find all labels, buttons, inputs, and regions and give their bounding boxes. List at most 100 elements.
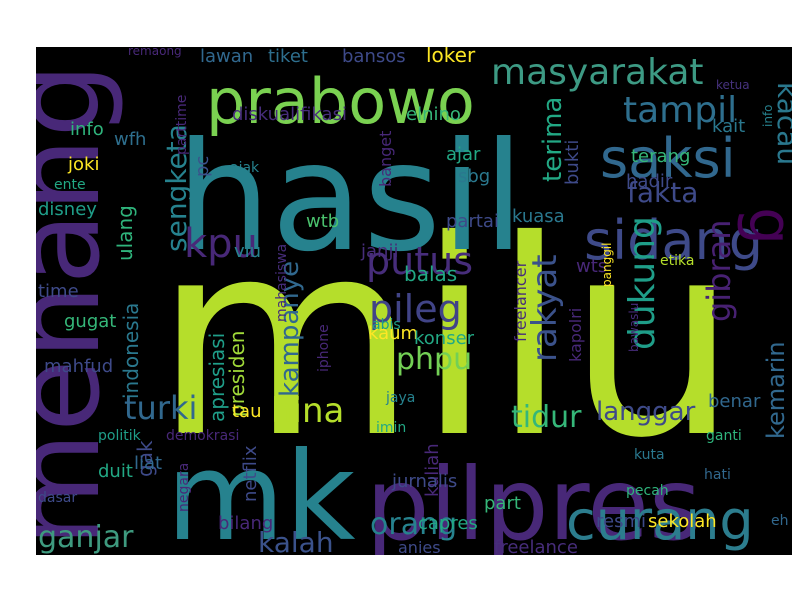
- word-sbg: sbg: [458, 166, 490, 187]
- word-masyarakat: masyarakat: [491, 52, 704, 93]
- word-kemarin: kemarin: [762, 341, 790, 439]
- word-indonesia: indonesia: [119, 303, 143, 399]
- word-bukti: bukti: [562, 140, 583, 185]
- word-kaum: kaum: [368, 323, 418, 344]
- word-kampanye: kampanye: [275, 261, 305, 397]
- word-konser: konser: [414, 328, 475, 349]
- word-kuliah: kuliah: [422, 443, 443, 497]
- word-banget: banget: [376, 131, 395, 187]
- word-ente: ente: [54, 177, 86, 193]
- word-prabowo: prabowo: [206, 65, 475, 138]
- word-partai: partai: [446, 211, 499, 232]
- word-balas: balas: [404, 262, 457, 286]
- word-curang: curang: [566, 489, 754, 552]
- word-benar: benar: [708, 391, 761, 412]
- word-remaong: remaong: [128, 47, 182, 58]
- word-pilpres: pilpres: [366, 446, 701, 555]
- word-kalah: kalah: [258, 526, 334, 555]
- word-milu: milu: [154, 182, 738, 497]
- word-jurnalis: jurnalis: [391, 471, 457, 492]
- word-resmi: resmi: [596, 511, 646, 532]
- word-hadir: hadir: [626, 171, 673, 192]
- word-tampil: tampil: [623, 90, 737, 131]
- word-dasar: dasar: [38, 490, 77, 506]
- word-dukung: dukung: [622, 216, 663, 350]
- word-bilang: bilang: [218, 513, 273, 534]
- word-etika: etika: [660, 253, 694, 269]
- word-jaya: jaya: [385, 390, 415, 406]
- word-gibran: gibran: [700, 219, 738, 322]
- word-liat: liat: [134, 453, 162, 474]
- word-kapolri: kapolri: [566, 308, 585, 362]
- word-kpu: kpu: [184, 221, 258, 267]
- word-negara: negara: [176, 463, 192, 512]
- word-bawaslu: bawaslu: [627, 303, 641, 352]
- word-loker: loker: [426, 47, 476, 67]
- word-ganjar: ganjar: [38, 520, 134, 555]
- word-anies: anies: [398, 538, 441, 555]
- word-cloud: milu hasil menang mk pilpres prabowo saksi sida…: [36, 47, 792, 555]
- word-saksi: saksi: [600, 127, 736, 190]
- word-ulang: ulang: [113, 205, 137, 261]
- word-elnino: elnino: [406, 104, 461, 125]
- word-hina: hina: [271, 391, 344, 431]
- word-putus: putus: [366, 239, 473, 283]
- word-wfh: wfh: [114, 129, 146, 150]
- word-wts: wts: [576, 256, 607, 277]
- word-tau: tau: [232, 401, 262, 422]
- word-janji: janji: [360, 241, 398, 262]
- word-joki: joki: [67, 154, 99, 175]
- word-tiket: tiket: [268, 47, 308, 67]
- word-mahasiswa: mahasiswa: [274, 244, 290, 322]
- word-sekolah: sekolah: [648, 511, 717, 532]
- word-duit: duit: [98, 461, 133, 482]
- word-demokrasi: demokrasi: [166, 428, 239, 444]
- word-info: info: [761, 104, 775, 127]
- word-abis: abis: [372, 317, 401, 333]
- word-mk: mk: [166, 426, 356, 555]
- word-diskualifikasi: diskualifikasi: [232, 104, 347, 125]
- word-panggil: panggil: [600, 243, 614, 287]
- word-disney: disney: [38, 199, 97, 220]
- word-time: time: [38, 281, 79, 302]
- word-gak: gak: [133, 440, 157, 477]
- word-politik: politik: [98, 428, 142, 444]
- word-pecah: pecah: [626, 483, 669, 499]
- word-freelancer: freelancer: [511, 260, 530, 342]
- word-fakta: fakta: [627, 176, 698, 209]
- word-orang: orang: [370, 507, 457, 542]
- word-sidang: sidang: [584, 209, 763, 272]
- word-capres: capres: [418, 513, 478, 534]
- word-g: g: [735, 207, 792, 245]
- word-viu: viu: [234, 241, 261, 262]
- word-langgar: langgar: [596, 397, 696, 427]
- word-eh: eh: [771, 513, 789, 529]
- word-netflix: netflix: [240, 445, 261, 502]
- word-menang: menang: [36, 63, 126, 547]
- word-imin: imin: [376, 420, 406, 436]
- word-kuta: kuta: [634, 447, 665, 463]
- word-ketua: ketua: [716, 78, 750, 92]
- word-terima: terima: [538, 97, 568, 182]
- word-terang: terang: [631, 146, 690, 167]
- word-bansos: bansos: [342, 47, 406, 67]
- word-part: part: [484, 493, 521, 514]
- word-ganti: ganti: [706, 428, 742, 444]
- word-freelance: freelance: [494, 537, 578, 555]
- word-ajar: ajar: [446, 144, 481, 165]
- word-hasil: hasil: [176, 111, 525, 285]
- word-gugat: gugat: [64, 311, 116, 332]
- word-iphone: iphone: [316, 324, 332, 372]
- word-phpu: phpu: [396, 342, 472, 377]
- word-kait: kait: [712, 116, 745, 137]
- word-tidur: tidur: [511, 400, 582, 435]
- word-sengketa: sengketa: [160, 124, 193, 252]
- word-mahfud: mahfud: [44, 356, 113, 377]
- word-kacau: kacau: [771, 82, 792, 165]
- word-ajak: ajak: [230, 160, 260, 176]
- word-lawan: lawan: [200, 47, 253, 67]
- word-pileg: pileg: [369, 287, 462, 331]
- word-info: info: [70, 119, 104, 140]
- word-pc: pc: [192, 156, 213, 177]
